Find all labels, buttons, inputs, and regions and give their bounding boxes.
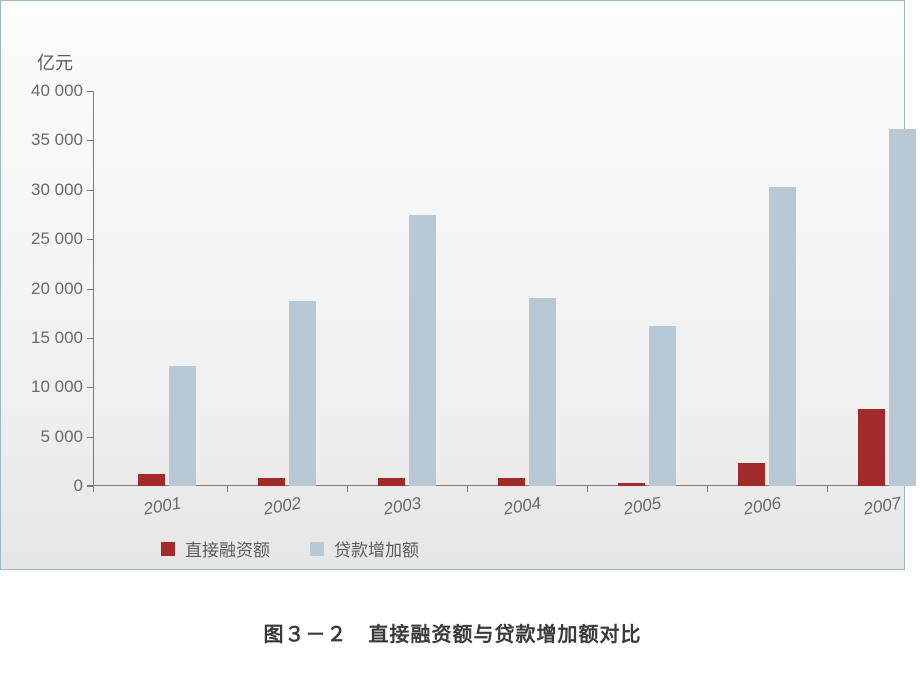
legend-swatch — [161, 542, 175, 556]
legend-label: 直接融资额 — [185, 536, 270, 561]
legend: 直接融资额 贷款增加额 — [161, 536, 419, 561]
x-tick — [587, 486, 588, 492]
figure-caption: 图３－２ 直接融资额与贷款增加额对比 — [0, 618, 905, 647]
legend-item: 贷款增加额 — [310, 536, 419, 561]
legend-item: 直接融资额 — [161, 536, 270, 561]
x-tick — [467, 486, 468, 492]
legend-swatch — [310, 542, 324, 556]
x-tick — [227, 486, 228, 492]
page-root: 亿元 05 00010 00015 00020 00025 00030 0003… — [0, 0, 920, 690]
x-axis-ticks — [1, 1, 904, 569]
legend-label: 贷款增加额 — [334, 536, 419, 561]
x-tick — [347, 486, 348, 492]
x-tick — [827, 486, 828, 492]
chart-frame: 亿元 05 00010 00015 00020 00025 00030 0003… — [0, 0, 905, 570]
x-tick — [707, 486, 708, 492]
